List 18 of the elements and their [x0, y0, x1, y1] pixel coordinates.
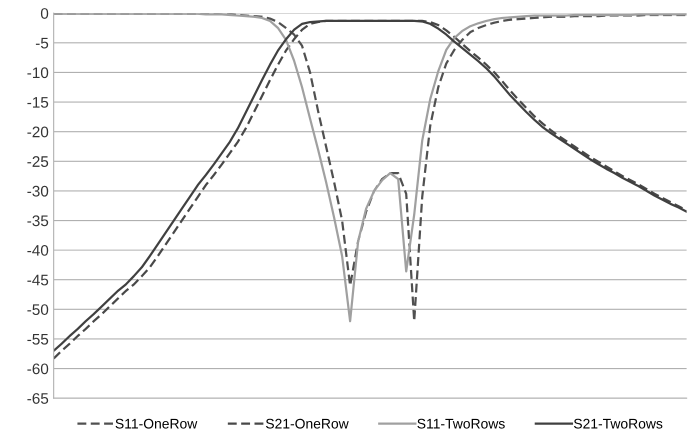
y-tick-label: -55: [27, 334, 48, 345]
y-tick-label: -15: [27, 97, 48, 108]
legend-label: S21-OneRow: [266, 418, 349, 429]
y-tick-label: -50: [27, 304, 48, 316]
y-tick-label: -25: [27, 156, 48, 167]
y-tick-label: -35: [27, 215, 48, 226]
y-tick-label: 0: [40, 8, 48, 19]
y-tick-label: -65: [27, 393, 48, 404]
legend-label: S11-TwoRows: [417, 418, 505, 429]
y-tick-label: -40: [27, 244, 48, 256]
y-tick-label: -60: [27, 363, 48, 374]
legend-label: S11-OneRow: [116, 418, 198, 429]
y-tick-label: -5: [36, 38, 48, 48]
y-tick-label: -45: [27, 274, 48, 286]
y-tick-label: -20: [27, 126, 48, 138]
y-tick-label: -30: [27, 186, 48, 197]
y-tick-label: -10: [27, 67, 48, 78]
legend-label: S21-TwoRows: [574, 418, 662, 429]
